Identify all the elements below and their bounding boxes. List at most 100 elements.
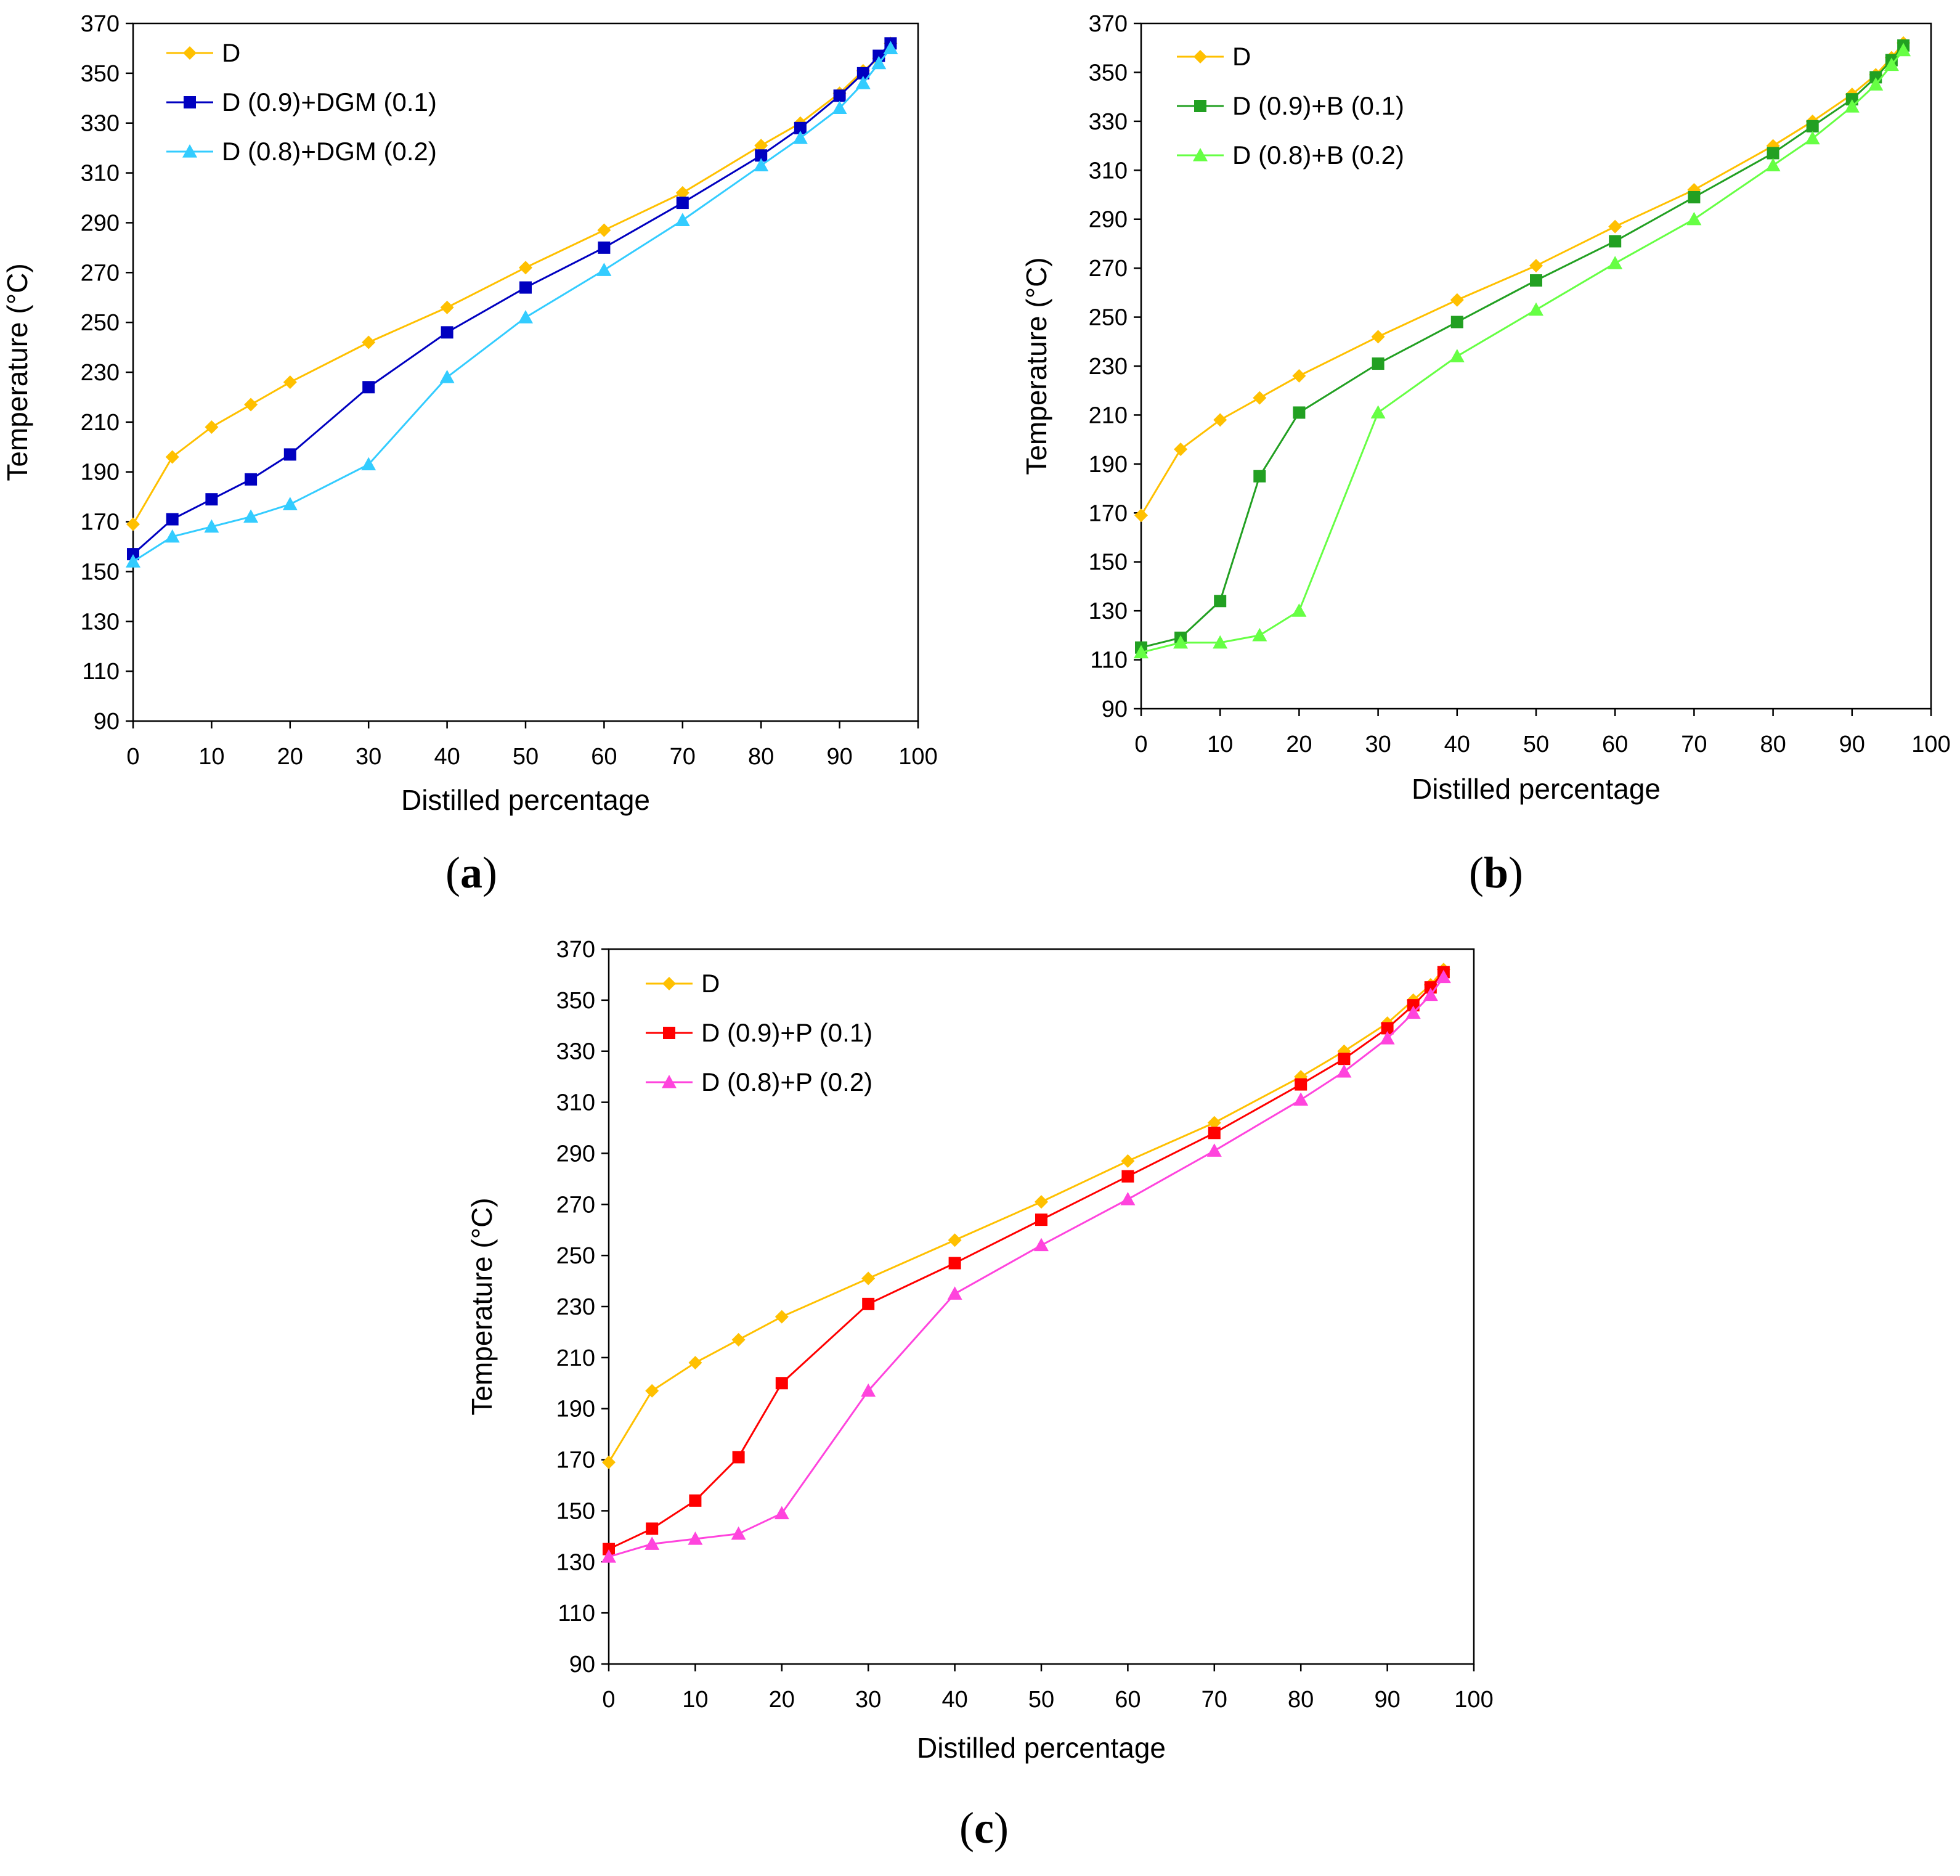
legend-entry-0: D xyxy=(646,969,720,998)
data-point xyxy=(1868,77,1884,91)
data-point xyxy=(1529,302,1543,316)
x-tick-label: 80 xyxy=(748,744,774,770)
data-point xyxy=(1436,969,1451,984)
data-point xyxy=(245,473,258,486)
data-point xyxy=(362,335,376,349)
data-point xyxy=(439,370,455,383)
y-tick-label: 290 xyxy=(556,1141,595,1167)
data-point xyxy=(731,1332,746,1347)
data-point xyxy=(947,1286,962,1300)
data-point xyxy=(1529,259,1543,273)
legend-label: D (0.9)+P (0.1) xyxy=(701,1018,872,1047)
y-tick-label: 170 xyxy=(556,1448,595,1474)
data-point xyxy=(792,130,808,144)
y-tick-label: 210 xyxy=(81,410,120,436)
y-tick-label: 270 xyxy=(556,1192,595,1218)
legend-entry-1: D (0.9)+DGM (0.1) xyxy=(166,88,437,116)
y-tick-label: 330 xyxy=(81,111,120,137)
y-tick-label: 90 xyxy=(569,1652,595,1678)
legend-marker xyxy=(662,1075,677,1088)
x-tick-label: 20 xyxy=(769,1687,795,1713)
x-tick-label: 70 xyxy=(1202,1687,1227,1713)
legend-label: D (0.8)+DGM (0.2) xyxy=(222,137,437,166)
x-tick-label: 90 xyxy=(1839,732,1865,757)
series-line xyxy=(608,976,1445,1558)
y-tick-label: 350 xyxy=(81,61,120,87)
data-point xyxy=(1120,1192,1136,1205)
data-point xyxy=(1405,1005,1421,1019)
data-point xyxy=(1295,1078,1307,1091)
series-line xyxy=(132,43,892,525)
data-point xyxy=(282,497,298,510)
series-1 xyxy=(603,966,1450,1556)
panel-caption: (b) xyxy=(1469,848,1523,897)
series-line xyxy=(608,971,1445,1550)
data-point xyxy=(205,493,218,506)
y-tick-label: 230 xyxy=(81,360,120,386)
chart-panel-c: 90 110 130 150 170 190 210 230 250 270 290 310 330 35… xyxy=(466,937,1494,1853)
series-2 xyxy=(126,41,898,568)
y-tick-label: 170 xyxy=(1089,500,1128,526)
data-point xyxy=(283,375,297,389)
data-point xyxy=(948,1233,962,1247)
y-tick-label: 90 xyxy=(94,709,120,735)
data-point xyxy=(1530,274,1542,287)
y-tick-label: 130 xyxy=(556,1549,595,1575)
legend-marker xyxy=(662,977,676,990)
data-point xyxy=(1134,508,1148,523)
data-point xyxy=(775,1377,788,1390)
data-point xyxy=(861,1271,876,1286)
y-tick-label: 170 xyxy=(81,510,120,536)
data-point xyxy=(1291,603,1307,617)
y-tick-label: 370 xyxy=(81,11,120,37)
data-point xyxy=(754,158,769,172)
series-line xyxy=(132,47,892,563)
x-tick-label: 20 xyxy=(1286,732,1312,757)
x-tick-label: 60 xyxy=(591,744,617,770)
data-point xyxy=(602,1455,616,1469)
y-axis-title: Temperature (°C) xyxy=(1020,257,1052,475)
data-point xyxy=(518,310,533,324)
data-point xyxy=(755,149,768,162)
x-tick-label: 100 xyxy=(898,744,937,770)
data-point xyxy=(1371,330,1385,344)
data-point xyxy=(1121,1154,1135,1168)
y-tick-label: 130 xyxy=(81,609,120,635)
series-2 xyxy=(1134,43,1911,659)
x-tick-label: 80 xyxy=(1760,732,1786,757)
data-point xyxy=(519,261,532,275)
chart-panel-a: 90 110 130 150 170 190 210 230 250 270 290 310 330 35… xyxy=(1,11,938,897)
x-tick-label: 90 xyxy=(1374,1687,1400,1713)
data-point xyxy=(1253,391,1267,405)
data-point xyxy=(166,513,179,526)
y-tick-label: 110 xyxy=(558,1601,595,1626)
y-tick-label: 230 xyxy=(1089,354,1128,380)
y-tick-label: 270 xyxy=(1089,256,1128,282)
data-point xyxy=(754,139,768,153)
data-point xyxy=(126,554,140,568)
y-tick-label: 150 xyxy=(556,1498,595,1524)
x-tick-label: 100 xyxy=(1454,1687,1493,1713)
y-tick-label: 90 xyxy=(1102,696,1128,722)
legend-marker xyxy=(1193,50,1207,63)
data-point xyxy=(856,67,869,80)
legend-label: D (0.8)+P (0.2) xyxy=(701,1067,872,1096)
data-point xyxy=(675,213,690,226)
y-tick-label: 130 xyxy=(1089,598,1128,624)
data-point xyxy=(1380,1031,1395,1045)
series-line xyxy=(608,969,1445,1463)
data-point xyxy=(165,529,180,543)
data-point xyxy=(441,326,453,339)
data-point xyxy=(862,1297,875,1310)
panel-caption: (a) xyxy=(445,848,497,897)
series-line xyxy=(1140,42,1905,516)
data-point xyxy=(948,1257,961,1270)
x-tick-label: 80 xyxy=(1288,1687,1314,1713)
y-tick-label: 370 xyxy=(1089,11,1128,37)
x-axis-title: Distilled percentage xyxy=(1412,773,1661,805)
series-1 xyxy=(1135,39,1910,654)
data-point xyxy=(871,55,887,70)
data-point xyxy=(646,1522,659,1535)
data-point xyxy=(775,1310,789,1324)
y-tick-label: 330 xyxy=(1089,109,1128,135)
